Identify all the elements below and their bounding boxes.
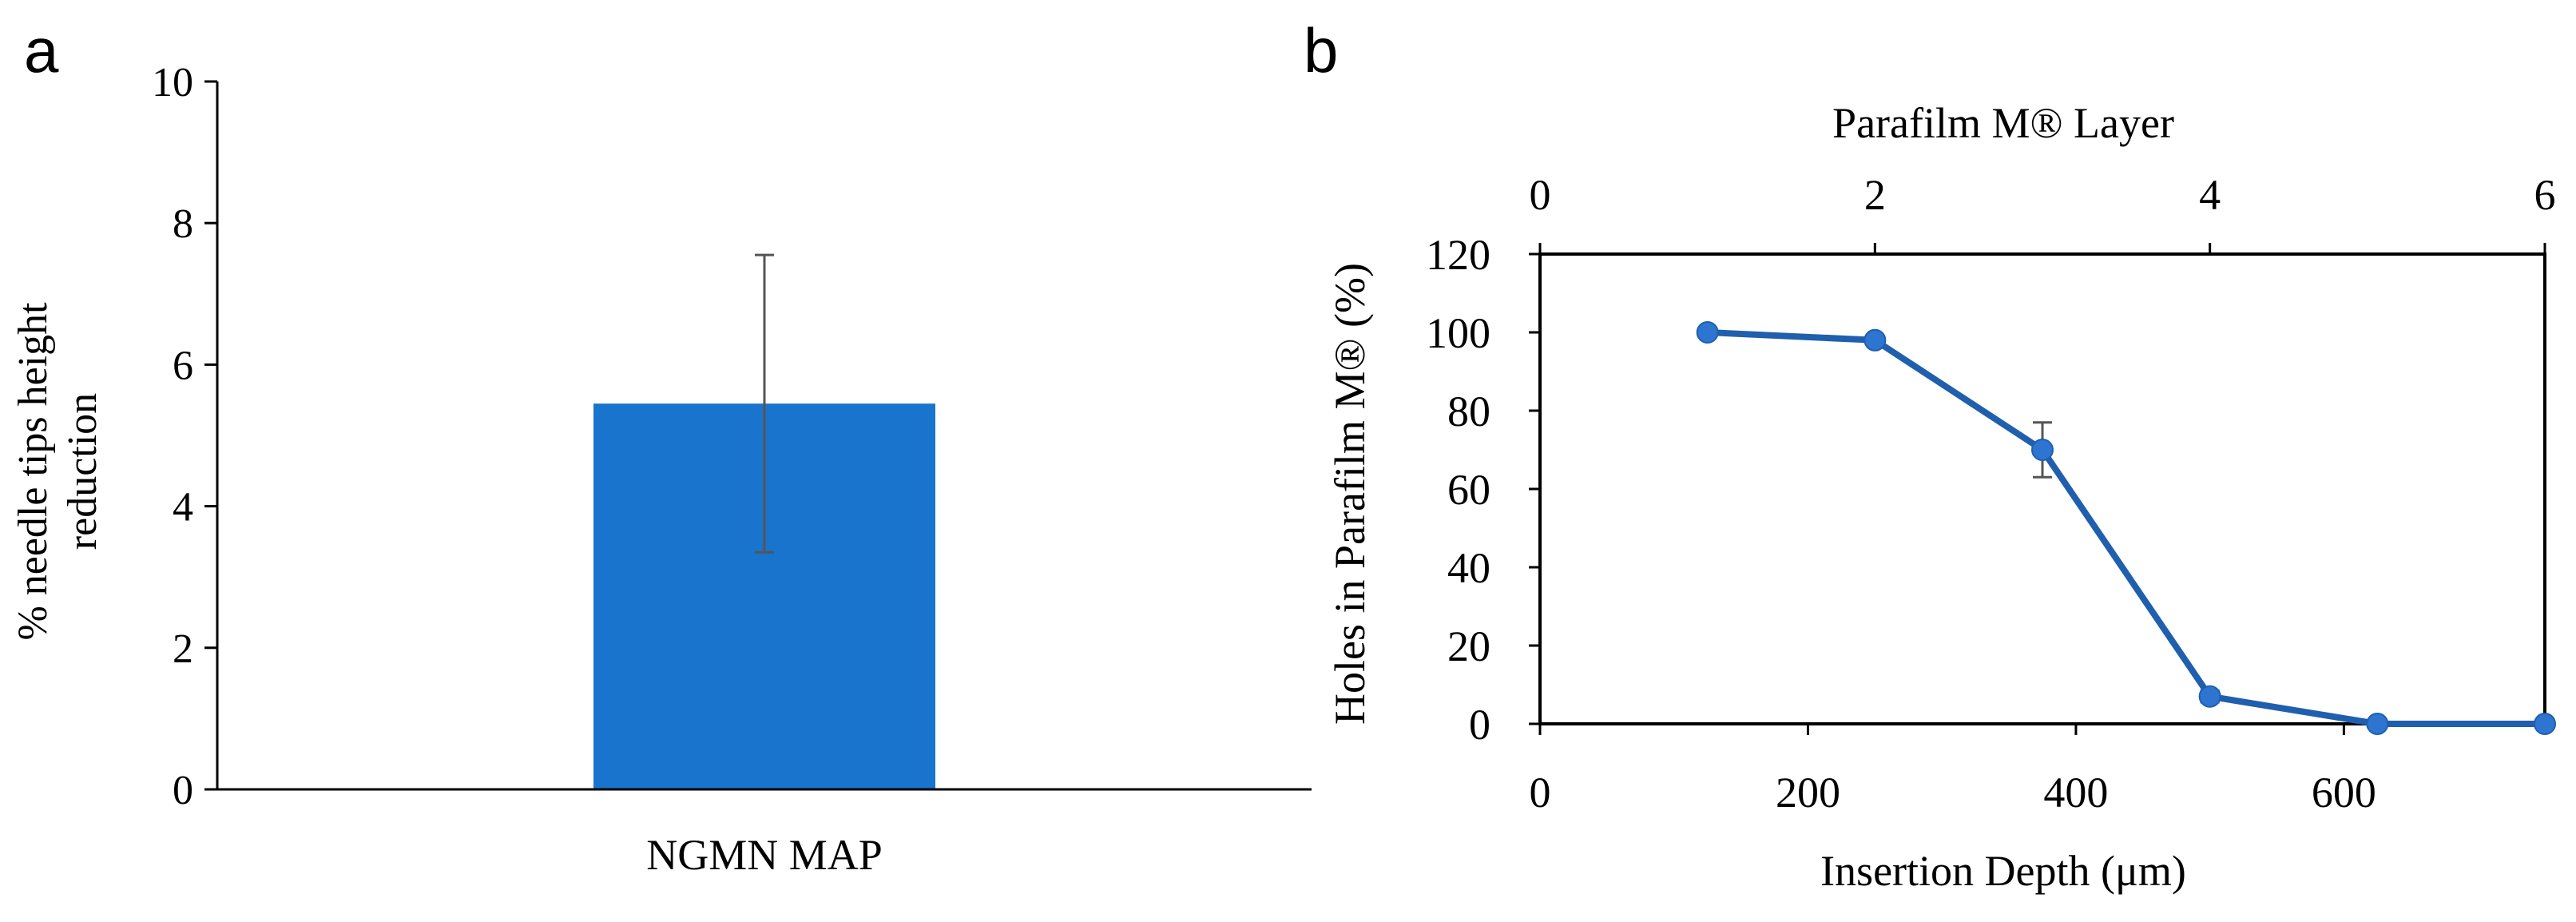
panel-b-y-tick-label: 40 bbox=[1447, 544, 1490, 592]
panel-b-series bbox=[1696, 321, 2556, 735]
panel-a-y-tick-label: 8 bbox=[173, 201, 193, 247]
panel-b-top-tick-label: 4 bbox=[2199, 171, 2221, 219]
panel-a: a % needle tips height reduction 0 2 4 6 8 10… bbox=[10, 15, 1312, 879]
panel-a-label: a bbox=[24, 15, 59, 85]
panel-b-data-point bbox=[2198, 685, 2221, 708]
panel-b-y-ticks: 0 20 40 60 80 100 120 bbox=[1426, 231, 1540, 749]
panel-b-frame bbox=[1538, 252, 2546, 725]
panel-b-y-axis-title: Holes in Parafilm M® (%) bbox=[1326, 263, 1374, 725]
panel-b-top-tick-label: 6 bbox=[2534, 171, 2556, 219]
panel-b-plot-frame bbox=[1538, 252, 2546, 725]
panel-b-top-tick-label: 2 bbox=[1864, 171, 1886, 219]
panel-b-data-point bbox=[2366, 713, 2389, 735]
panel-a-y-tick-label: 10 bbox=[152, 60, 193, 105]
panel-a-y-tick-label: 4 bbox=[173, 485, 193, 531]
panel-b-series-line bbox=[1704, 329, 2548, 727]
panel-b: b Parafilm M® Layer Insertion Depth (μm)… bbox=[1304, 15, 2556, 895]
panel-a-y-axis-title-line2: reduction bbox=[60, 393, 105, 550]
panel-b-x-tick-label: 400 bbox=[2043, 769, 2108, 817]
panel-b-top-tick-label: 0 bbox=[1530, 171, 1551, 219]
panel-b-x-tick-label: 600 bbox=[2312, 769, 2376, 817]
panel-b-y-tick-label: 20 bbox=[1447, 622, 1490, 670]
panel-a-y-ticks: 0 2 4 6 8 10 bbox=[152, 60, 217, 813]
panel-a-x-category-label: NGMN MAP bbox=[646, 831, 883, 879]
panel-b-y-tick-label: 100 bbox=[1426, 309, 1490, 357]
panel-a-y-axis-title-line1: % needle tips height bbox=[10, 302, 56, 641]
panel-b-data-point bbox=[2031, 439, 2054, 461]
panel-b-top-ticks: 0 2 4 6 bbox=[1530, 171, 2556, 254]
panel-b-x-tick-label: 0 bbox=[1530, 769, 1551, 817]
panel-a-y-tick-label: 6 bbox=[173, 343, 193, 388]
panel-b-y-tick-label: 60 bbox=[1447, 466, 1490, 514]
panel-a-y-tick-label: 2 bbox=[173, 626, 193, 672]
panel-b-data-point bbox=[1864, 328, 1887, 352]
panel-a-x-categories: NGMN MAP bbox=[646, 831, 883, 879]
panel-a-axes bbox=[216, 81, 1312, 791]
panel-b-data-point bbox=[1696, 321, 1719, 344]
panel-b-y-tick-label: 0 bbox=[1469, 701, 1490, 749]
panel-b-x-tick-label: 200 bbox=[1776, 769, 1840, 817]
panel-b-label: b bbox=[1304, 15, 1338, 85]
panel-b-y-tick-label: 120 bbox=[1426, 231, 1490, 279]
panel-b-data-point bbox=[2534, 713, 2556, 735]
panel-a-bars bbox=[593, 253, 935, 789]
panel-a-y-axis-title: % needle tips height reduction bbox=[10, 302, 105, 641]
panel-b-top-axis-title: Parafilm M® Layer bbox=[1832, 99, 2174, 147]
panel-b-y-tick-label: 80 bbox=[1447, 387, 1490, 435]
panel-b-x-axis-title: Insertion Depth (μm) bbox=[1820, 847, 2186, 895]
panel-a-y-tick-label: 0 bbox=[173, 768, 193, 813]
panel-b-x-ticks: 0 200 400 600 bbox=[1530, 724, 2376, 817]
